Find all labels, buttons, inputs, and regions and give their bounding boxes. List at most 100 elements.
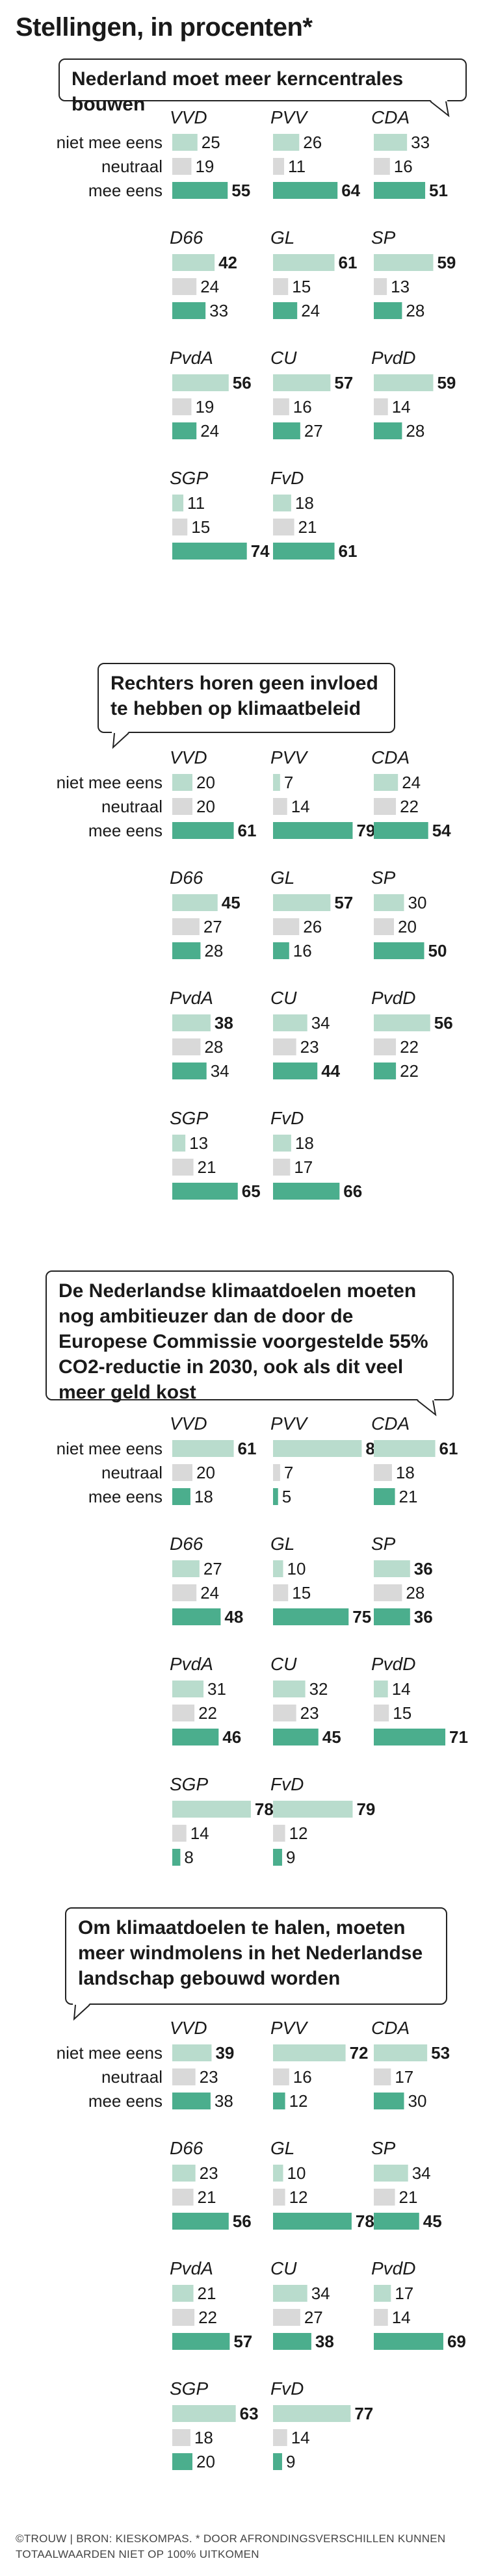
value-label: 46 [222, 1727, 241, 1747]
agree-bar [172, 2213, 229, 2230]
value-label: 51 [429, 181, 448, 200]
agree-bar [273, 2453, 282, 2470]
statement-section: De Nederlandse klimaatdoelen moeten nog … [0, 1264, 496, 1868]
agree-bar [273, 1063, 318, 1079]
agree-bar [374, 1488, 395, 1505]
party-grid-chart: VVD 25 19 55 niet mee eens neutraal mee eens PV… [57, 107, 456, 561]
party-label: FvD [270, 468, 304, 488]
neutral-bar [374, 2189, 395, 2206]
value-label: 79 [356, 821, 375, 840]
value-label: 34 [211, 1061, 229, 1081]
agree-bar [273, 1849, 282, 1866]
statement-text: De Nederlandse klimaatdoelen moeten nog … [59, 1280, 428, 1403]
value-label: 7 [284, 773, 293, 792]
neutral-bar [172, 2189, 194, 2206]
disagree-bar [374, 374, 434, 391]
value-label: 20 [196, 797, 215, 816]
value-label: 28 [204, 941, 223, 960]
value-label: 20 [196, 773, 215, 792]
disagree-bar [273, 1135, 291, 1152]
party-label: SGP [170, 468, 208, 488]
party-label: D66 [170, 2138, 203, 2158]
disagree-bar [273, 495, 291, 511]
value-label: 66 [343, 1181, 362, 1201]
disagree-bar [374, 774, 398, 791]
value-label: 53 [431, 2043, 450, 2063]
value-label: 16 [293, 2067, 312, 2087]
value-label: 69 [447, 2332, 466, 2351]
row-label: mee eens [88, 2091, 163, 2111]
value-label: 32 [309, 1679, 328, 1699]
party-label: PvdD [371, 988, 415, 1008]
neutral-bar [172, 1705, 195, 1721]
row-label: neutraal [101, 797, 163, 816]
disagree-bar [172, 1440, 234, 1457]
value-label: 11 [288, 157, 306, 176]
value-label: 16 [394, 157, 413, 176]
value-label: 9 [286, 1848, 295, 1867]
value-label: 7 [284, 1463, 293, 1482]
neutral-bar [374, 1464, 392, 1481]
disagree-bar [374, 1681, 388, 1697]
value-label: 26 [303, 133, 322, 152]
value-label: 22 [400, 1037, 419, 1057]
value-label: 61 [339, 253, 358, 272]
value-label: 78 [255, 1799, 274, 1819]
agree-bar [374, 302, 402, 319]
agree-bar [172, 1849, 181, 1866]
value-label: 13 [391, 277, 410, 296]
party-label: CDA [371, 107, 410, 127]
row-label: neutraal [101, 157, 163, 176]
value-label: 24 [200, 1583, 219, 1603]
value-label: 14 [392, 1679, 411, 1699]
agree-bar [172, 1063, 207, 1079]
party-label: GL [270, 868, 294, 888]
value-label: 24 [200, 421, 219, 441]
party-label: CU [270, 348, 297, 368]
disagree-bar [374, 2165, 408, 2182]
agree-bar [172, 543, 247, 560]
value-label: 34 [311, 1013, 330, 1033]
value-label: 72 [350, 2043, 369, 2063]
value-label: 39 [215, 2043, 234, 2063]
agree-bar [273, 822, 353, 839]
party-label: FvD [270, 1774, 304, 1794]
page-title: Stellingen, in procenten* [16, 13, 313, 42]
neutral-bar [172, 2068, 196, 2085]
value-label: 55 [231, 181, 250, 200]
value-label: 30 [408, 2091, 427, 2111]
neutral-bar [273, 798, 287, 815]
agree-bar [273, 422, 300, 439]
value-label: 8 [184, 1848, 193, 1867]
party-label: GL [270, 1534, 294, 1554]
disagree-bar [273, 134, 300, 151]
neutral-bar [273, 1705, 296, 1721]
party-label: PvdD [371, 2258, 415, 2278]
disagree-bar [172, 1560, 200, 1577]
bubble-tail [112, 732, 129, 749]
party-label: CU [270, 988, 297, 1008]
disagree-bar [273, 1560, 283, 1577]
agree-bar [374, 182, 426, 199]
party-label: SP [371, 227, 396, 248]
footnote: ©TROUW | BRON: KIESKOMPAS. * DOOR AFROND… [16, 2532, 446, 2560]
statement-bubble: Rechters horen geen invloed te hebben op… [98, 663, 395, 733]
disagree-bar [273, 1440, 362, 1457]
statement-section: Rechters horen geen invloed te hebben op… [0, 656, 496, 1254]
value-label: 15 [292, 1583, 311, 1603]
agree-bar [374, 822, 428, 839]
value-label: 20 [196, 2452, 215, 2471]
disagree-bar [374, 1560, 410, 1577]
neutral-bar [273, 2189, 285, 2206]
disagree-bar [273, 1681, 306, 1697]
party-label: GL [270, 2138, 294, 2158]
value-label: 21 [298, 517, 317, 537]
party-label: PvdA [170, 348, 213, 368]
agree-bar [273, 1488, 278, 1505]
bubble-tail [73, 2003, 90, 2021]
value-label: 9 [286, 2452, 295, 2471]
value-label: 33 [411, 133, 430, 152]
value-label: 33 [209, 301, 228, 320]
party-label: D66 [170, 227, 203, 248]
value-label: 45 [423, 2211, 442, 2231]
